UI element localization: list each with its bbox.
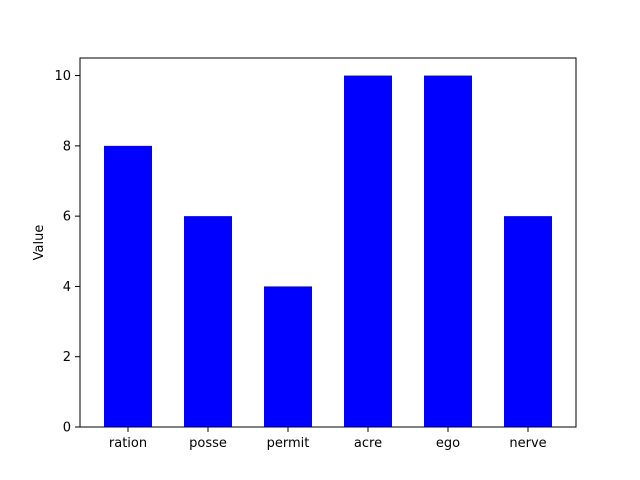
bar-posse (184, 216, 232, 427)
y-tick-label: 4 (63, 280, 71, 295)
bars-group (104, 75, 552, 428)
y-tick-label: 0 (63, 421, 71, 436)
bar-ego (424, 75, 472, 427)
y-tick-label: 8 (63, 139, 71, 154)
bar-nerve (504, 216, 552, 427)
bar-permit (264, 286, 312, 427)
x-axis-ticks: ration posse permit acre ego nerve (109, 427, 547, 451)
y-axis-ticks: 0 2 4 6 8 10 (54, 69, 80, 436)
x-tick-label: nerve (509, 436, 546, 451)
x-tick-label: acre (354, 436, 382, 451)
bar-ration (104, 145, 152, 428)
x-tick-label: permit (267, 436, 310, 451)
bar-acre (344, 75, 392, 427)
y-tick-label: 6 (63, 210, 71, 225)
x-tick-label: posse (189, 436, 227, 451)
x-tick-label: ego (436, 436, 460, 451)
y-axis-label: Value (32, 225, 47, 261)
y-tick-label: 10 (54, 69, 71, 84)
y-tick-label: 2 (63, 350, 71, 365)
x-tick-label: ration (109, 436, 147, 451)
plot-frame (79, 57, 577, 428)
